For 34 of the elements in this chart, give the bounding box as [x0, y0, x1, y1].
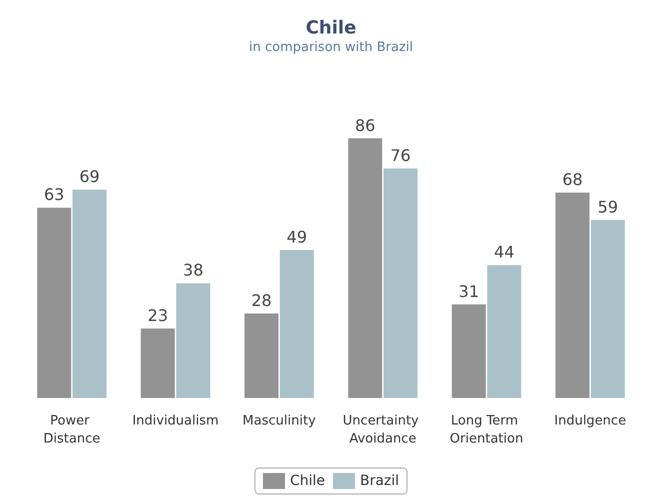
x-tick-label: Uncertainty Avoidance [342, 414, 423, 446]
data-label: 44 [494, 242, 514, 262]
data-label: 63 [44, 185, 64, 204]
data-label: 68 [562, 170, 583, 190]
data-label: 23 [148, 306, 168, 326]
x-tick-label: Power Distance [43, 414, 100, 446]
data-label: 49 [286, 228, 308, 247]
bar [176, 283, 210, 398]
x-tick-label: Individualism [132, 414, 219, 428]
data-label: 69 [79, 167, 100, 186]
x-tick-label: Masculinity [242, 414, 316, 428]
legend-label: Brazil [360, 473, 400, 489]
bar [348, 138, 382, 398]
x-tick-label: Indulgence [554, 414, 626, 428]
bar [72, 190, 107, 398]
bar [280, 250, 314, 398]
bar [452, 304, 486, 398]
chart-subtitle: in comparison with Brazil [248, 40, 414, 55]
data-label: 76 [390, 146, 411, 165]
data-label: 31 [458, 282, 479, 301]
x-tick-label: Long Term Orientation [450, 414, 524, 446]
legend-label: Chile [290, 473, 325, 489]
data-label: 38 [183, 260, 204, 280]
bar [37, 208, 72, 398]
bar [384, 168, 418, 398]
chart-title: Chile [306, 18, 356, 38]
data-label: 86 [354, 116, 376, 135]
data-label: 28 [251, 290, 272, 310]
bar [555, 192, 590, 398]
bar [487, 265, 522, 398]
data-label: 59 [598, 197, 618, 216]
bar [244, 313, 278, 398]
bar [590, 220, 625, 398]
bar [140, 328, 175, 398]
